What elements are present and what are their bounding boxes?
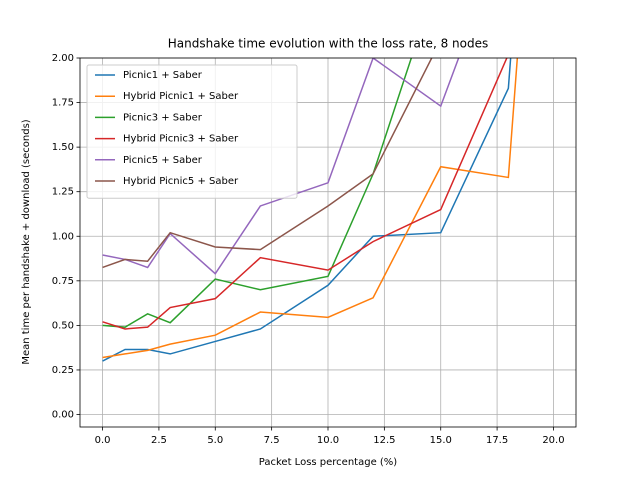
legend-label: Hybrid Picnic5 + Saber [123,176,239,187]
axes-frame [79,57,577,428]
y-tick-label: 1.25 [52,187,74,198]
legend-label: Hybrid Picnic3 + Saber [123,134,239,145]
x-axis-label: Packet Loss percentage (%) [259,457,398,468]
data-line [102,58,460,275]
plot-area [102,58,519,362]
legend-label: Picnic1 + Saber [123,70,203,81]
x-tick-label: 2.5 [151,435,167,446]
y-tick-label: 0.50 [52,320,74,331]
data-line [102,58,413,328]
x-tick-label: 17.5 [486,435,508,446]
y-tick-label: 1.00 [52,231,74,242]
x-tick-label: 7.5 [264,435,280,446]
x-tick-label: 12.5 [373,435,395,446]
y-tick-label: 2.00 [52,53,74,64]
chart-title: Handshake time evolution with the loss r… [168,37,488,51]
y-tick-label: 0.25 [52,365,74,376]
data-line [102,58,519,359]
x-tick-label: 15.0 [430,435,452,446]
x-tick-label: 0.0 [95,435,111,446]
legend-label: Picnic5 + Saber [123,155,203,166]
y-tick-label: 1.50 [52,142,74,153]
y-tick-label: 1.75 [52,98,74,109]
y-tick-label: 0.75 [52,276,74,287]
data-line [102,58,433,269]
x-tick-label: 20.0 [542,435,564,446]
data-line [102,58,508,330]
data-line [102,58,512,362]
legend-label: Picnic3 + Saber [123,112,203,123]
x-tick-label: 5.0 [207,435,223,446]
y-tick-label: 0.00 [52,410,74,421]
legend-label: Hybrid Picnic1 + Saber [123,91,239,102]
y-axis-label: Mean time per handshake + download (seco… [21,119,32,364]
x-tick-label: 10.0 [317,435,339,446]
legend-box [86,64,298,199]
